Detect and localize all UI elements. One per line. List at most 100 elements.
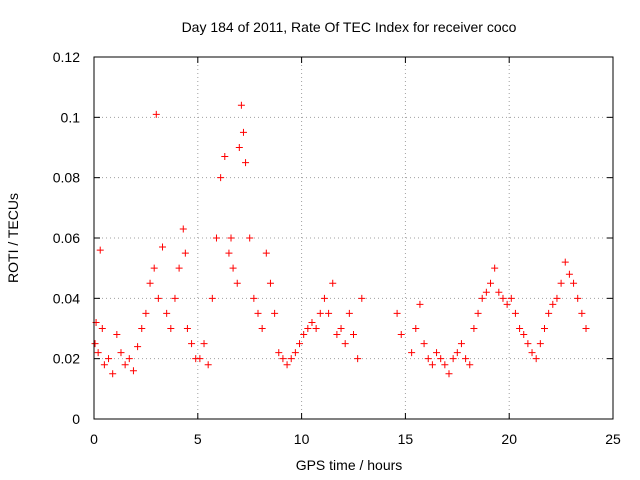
data-point bbox=[358, 294, 366, 302]
x-axis-label: GPS time / hours bbox=[296, 457, 403, 473]
data-point bbox=[250, 294, 258, 302]
data-point bbox=[416, 300, 424, 308]
y-tick-label: 0.08 bbox=[53, 170, 80, 186]
data-point bbox=[125, 355, 133, 363]
data-point bbox=[449, 355, 457, 363]
data-point bbox=[154, 294, 162, 302]
data-point bbox=[113, 331, 121, 339]
data-point bbox=[129, 367, 137, 375]
data-point bbox=[495, 288, 503, 296]
data-point bbox=[105, 355, 113, 363]
data-point bbox=[237, 101, 245, 109]
data-point bbox=[296, 340, 304, 348]
data-point bbox=[578, 309, 586, 317]
axis-ticks bbox=[93, 56, 614, 420]
data-point bbox=[333, 331, 341, 339]
data-point bbox=[478, 294, 486, 302]
data-point bbox=[532, 355, 540, 363]
data-points bbox=[91, 101, 590, 378]
data-point bbox=[507, 294, 515, 302]
data-point bbox=[300, 331, 308, 339]
data-point bbox=[225, 249, 233, 257]
data-point bbox=[470, 325, 478, 332]
data-point bbox=[239, 128, 247, 136]
data-point bbox=[561, 258, 569, 266]
data-point bbox=[420, 340, 428, 348]
data-point bbox=[320, 294, 328, 302]
data-point bbox=[204, 361, 212, 369]
data-point bbox=[462, 355, 470, 363]
data-point bbox=[258, 325, 266, 332]
y-tick-label: 0.1 bbox=[61, 109, 81, 125]
y-tick-label: 0.12 bbox=[53, 49, 80, 65]
data-point bbox=[163, 309, 171, 317]
data-point bbox=[457, 340, 465, 348]
data-point bbox=[582, 325, 590, 332]
data-point bbox=[350, 331, 357, 339]
data-point bbox=[271, 309, 279, 317]
data-point bbox=[246, 234, 254, 242]
data-point bbox=[221, 153, 229, 161]
data-point bbox=[233, 279, 241, 287]
data-point bbox=[428, 361, 436, 369]
data-point bbox=[167, 325, 175, 332]
data-point bbox=[183, 325, 191, 332]
data-point bbox=[397, 331, 405, 339]
data-point bbox=[181, 249, 189, 257]
data-point bbox=[499, 294, 507, 302]
x-tick-label: 25 bbox=[605, 431, 621, 447]
x-tick-label: 0 bbox=[90, 431, 98, 447]
data-point bbox=[200, 340, 208, 348]
data-point bbox=[138, 325, 146, 332]
x-tick-label: 10 bbox=[294, 431, 310, 447]
data-point bbox=[227, 234, 235, 242]
data-point bbox=[557, 279, 565, 287]
data-point bbox=[100, 361, 108, 369]
data-point bbox=[408, 349, 416, 357]
data-point bbox=[142, 309, 150, 317]
data-point bbox=[325, 309, 333, 317]
data-point bbox=[146, 279, 154, 287]
data-point bbox=[150, 264, 158, 272]
data-point bbox=[175, 264, 183, 272]
data-point bbox=[520, 331, 528, 339]
data-point bbox=[437, 355, 445, 363]
grid-lines bbox=[94, 57, 613, 419]
data-point bbox=[553, 294, 561, 302]
data-point bbox=[229, 264, 237, 272]
data-point bbox=[570, 279, 578, 287]
data-point bbox=[262, 249, 270, 257]
data-point bbox=[524, 340, 532, 348]
data-point bbox=[345, 309, 353, 317]
data-point bbox=[536, 340, 544, 348]
y-tick-label: 0.02 bbox=[53, 351, 80, 367]
data-point bbox=[549, 300, 557, 308]
data-point bbox=[179, 225, 187, 233]
data-point bbox=[94, 349, 102, 357]
chart-title: Day 184 of 2011, Rate Of TEC Index for r… bbox=[182, 19, 517, 35]
data-point bbox=[487, 279, 495, 287]
data-point bbox=[412, 325, 420, 332]
x-tick-label: 15 bbox=[398, 431, 414, 447]
data-point bbox=[491, 264, 499, 272]
data-point bbox=[337, 325, 345, 332]
data-point bbox=[528, 349, 536, 357]
y-axis-label: ROTI / TECUs bbox=[5, 193, 21, 283]
data-point bbox=[312, 325, 320, 332]
x-tick-labels: 0 5 10 15 20 25 bbox=[90, 431, 621, 447]
data-point bbox=[217, 174, 225, 182]
data-point bbox=[279, 355, 287, 363]
data-point bbox=[511, 309, 519, 317]
data-point bbox=[329, 279, 337, 287]
data-point bbox=[316, 309, 324, 317]
data-point bbox=[98, 325, 106, 332]
data-point bbox=[242, 159, 250, 167]
data-point bbox=[341, 340, 349, 348]
data-point bbox=[516, 325, 524, 332]
data-point bbox=[283, 361, 291, 369]
x-tick-label: 5 bbox=[194, 431, 202, 447]
data-point bbox=[291, 349, 299, 357]
data-point bbox=[545, 309, 553, 317]
data-point bbox=[159, 243, 167, 251]
